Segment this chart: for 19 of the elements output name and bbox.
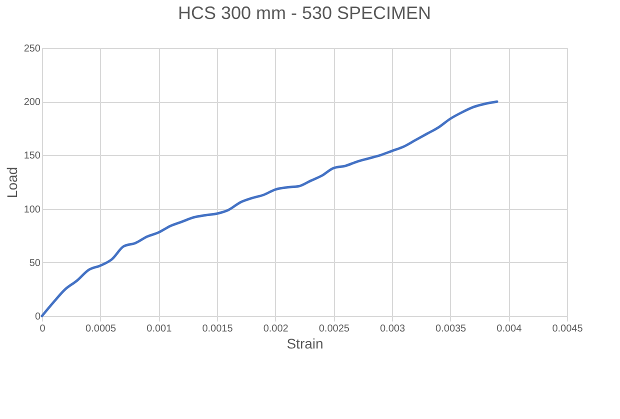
x-tick-label: 0.0045 xyxy=(552,324,584,334)
line-series xyxy=(40,100,498,318)
y-tick-label: 50 xyxy=(29,258,41,269)
chart-title: HCS 300 mm - 530 SPECIMEN xyxy=(178,3,432,23)
y-tick-label: 100 xyxy=(24,204,41,216)
x-tick-label: 0.0015 xyxy=(202,324,234,334)
y-tick-label: 150 xyxy=(24,150,41,162)
y-axis-title: Load xyxy=(4,166,20,198)
x-tick-label: 0.003 xyxy=(380,324,406,334)
x-tick-label: 0.0025 xyxy=(318,324,350,334)
x-tick-label: 0.004 xyxy=(496,324,522,334)
x-tick-label: 0.001 xyxy=(146,324,172,334)
x-axis-title: Strain xyxy=(286,336,324,352)
x-tick-label: 0.002 xyxy=(263,324,289,334)
x-tick-label: 0.0035 xyxy=(436,324,467,334)
y-tick-label: 200 xyxy=(24,97,41,108)
x-tick-label: 0.0005 xyxy=(86,324,117,334)
y-tick-label: 250 xyxy=(24,44,41,54)
y-tick-label: 0 xyxy=(34,312,41,322)
